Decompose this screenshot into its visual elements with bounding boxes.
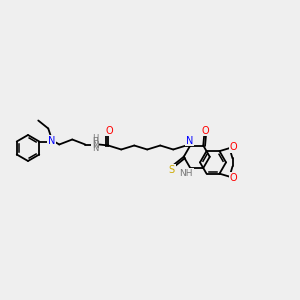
Text: N: N	[92, 142, 99, 151]
Text: O: O	[230, 142, 237, 152]
Text: N: N	[48, 136, 55, 146]
Text: N: N	[186, 136, 193, 146]
Text: O: O	[230, 172, 237, 183]
Text: H: H	[92, 136, 98, 146]
Text: O: O	[105, 125, 113, 136]
Text: S: S	[169, 165, 175, 175]
Text: H
N: H N	[92, 134, 98, 153]
Text: NH: NH	[179, 169, 193, 178]
Text: O: O	[201, 125, 209, 136]
